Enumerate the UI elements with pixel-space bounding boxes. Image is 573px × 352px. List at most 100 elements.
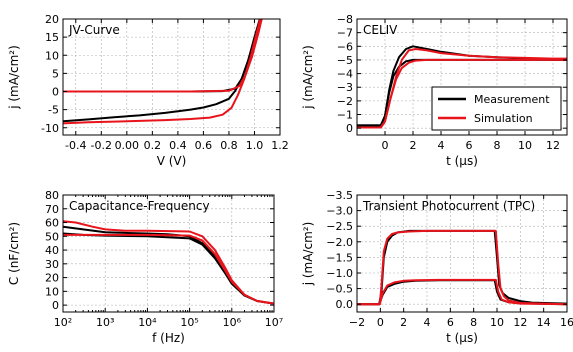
x-tick-label: 10⁶	[223, 316, 242, 329]
x-tick-label: 0	[377, 316, 384, 329]
y-tick-label: 0	[346, 122, 353, 135]
x-tick-label: 10²	[54, 316, 72, 329]
y-tick-label: −0.5	[326, 283, 353, 296]
x-tick-label: 10	[490, 316, 504, 329]
x-tick-label: 4	[424, 316, 431, 329]
panel-title: JV-Curve	[68, 23, 120, 37]
y-axis-label: j (mA/cm²)	[7, 45, 21, 110]
y-tick-label: −5	[337, 54, 353, 67]
y-tick-label: −3	[337, 81, 353, 94]
plot-frame	[62, 194, 275, 313]
y-tick-label: −2.0	[326, 236, 353, 249]
y-tick-label: −2	[337, 95, 353, 108]
x-tick-label: 10⁴	[138, 316, 157, 329]
y-tick-label: 20	[45, 272, 59, 285]
series-line-measurement-low	[357, 279, 567, 306]
x-tick-label: 16	[560, 316, 573, 329]
x-tick-label: 2	[410, 139, 417, 152]
y-tick-label: 10	[45, 49, 59, 62]
y-tick-label: 80	[45, 189, 59, 202]
y-axis-label: j (mA/cm²)	[301, 222, 315, 287]
x-tick-label: -0.4	[65, 139, 86, 152]
y-tick-label: −7	[337, 27, 353, 40]
panel-title: CELIV	[363, 23, 398, 37]
y-tick-label: 5	[52, 67, 59, 80]
x-tick-label: 10	[518, 139, 532, 152]
y-tick-label: 15	[45, 31, 59, 44]
y-tick-label: 0.0	[336, 298, 354, 311]
series-line-simulation-high	[357, 229, 567, 306]
legend-label-measurement: Measurement	[474, 93, 550, 106]
legend-box	[431, 86, 562, 131]
y-tick-label: 0	[52, 86, 59, 99]
series-group	[357, 229, 567, 306]
x-tick-label: 1.0	[246, 139, 264, 152]
x-axis-label: V (V)	[157, 154, 187, 168]
y-tick-label: 60	[45, 217, 59, 230]
y-tick-label: 50	[45, 230, 59, 243]
x-tick-label: 10⁵	[180, 316, 198, 329]
legend-label-simulation: Simulation	[474, 112, 533, 125]
y-tick-label: -10	[41, 122, 59, 135]
x-tick-label: 0.6	[195, 139, 213, 152]
y-tick-label: −3.0	[326, 205, 353, 218]
x-tick-label: −2	[349, 316, 365, 329]
y-tick-label: −2.5	[326, 220, 353, 233]
series-line-simulation-dark	[63, 19, 263, 93]
y-tick-label: −1	[337, 109, 353, 122]
series-line-simulation-2	[357, 58, 567, 129]
series-group	[357, 45, 567, 129]
panel-title: Capacitance-Frequency	[69, 199, 210, 213]
x-tick-label: 12	[513, 316, 527, 329]
panel-jv-curve: -0.4 -0.2 0.00 0.2 0.4 0.6 0.8 1.0 1.2 -10 -5 0 5 10 1…	[7, 13, 289, 168]
y-axis-label: C (nF/cm²)	[7, 222, 21, 285]
plot-frame	[62, 18, 281, 136]
series-group	[63, 19, 263, 125]
y-tick-label: −6	[337, 40, 353, 53]
series-group	[63, 220, 274, 305]
x-tick-label: -0.2	[91, 139, 112, 152]
x-tick-label: 0.2	[144, 139, 162, 152]
x-tick-label: 10⁷	[265, 316, 283, 329]
y-tick-label: 0	[52, 299, 59, 312]
y-tick-label: 30	[45, 258, 59, 271]
y-tick-label: 10	[45, 285, 59, 298]
x-tick-label: 4	[438, 139, 445, 152]
y-tick-label: 70	[45, 203, 59, 216]
x-tick-label: 12	[546, 139, 560, 152]
y-tick-label: −8	[337, 13, 353, 26]
x-tick-label: 1.2	[271, 139, 289, 152]
panel-tpc: −2 0 2 4 6 8 10 12 14 16 0.0 −0.5 −1.0 −1.5 −2.0 −2.5 −3…	[301, 189, 573, 345]
plot-frame	[356, 18, 568, 136]
x-tick-label: 2	[400, 316, 407, 329]
x-tick-label: 10³	[96, 316, 114, 329]
series-line-simulation-2	[63, 233, 274, 305]
x-tick-label: 6	[447, 316, 454, 329]
plot-frame	[356, 194, 568, 313]
y-tick-label: 20	[45, 13, 59, 26]
x-tick-label: 8	[470, 316, 477, 329]
y-tick-label: -5	[48, 104, 59, 117]
x-tick-label: 8	[494, 139, 501, 152]
x-tick-label: 0.00	[115, 139, 140, 152]
x-tick-label: 0.8	[220, 139, 238, 152]
series-line-simulation	[63, 19, 262, 125]
x-tick-label: 6	[466, 139, 473, 152]
x-axis-label: t (μs)	[446, 154, 478, 168]
series-line-simulation-low	[357, 278, 567, 306]
y-axis-label: j (mA/cm²)	[301, 45, 315, 110]
panel-title: Transient Photocurrent (TPC)	[362, 199, 535, 213]
x-axis-label: f (Hz)	[152, 331, 185, 345]
y-tick-label: −3.5	[326, 189, 353, 202]
y-tick-label: −4	[337, 68, 353, 81]
x-tick-label: 0.4	[169, 139, 187, 152]
x-tick-label: 14	[537, 316, 551, 329]
x-tick-label: 0	[382, 139, 389, 152]
y-tick-label: −1.0	[326, 267, 353, 280]
y-tick-label: −1.5	[326, 251, 353, 264]
y-tick-label: 40	[45, 244, 59, 257]
x-axis-label: t (μs)	[446, 331, 478, 345]
